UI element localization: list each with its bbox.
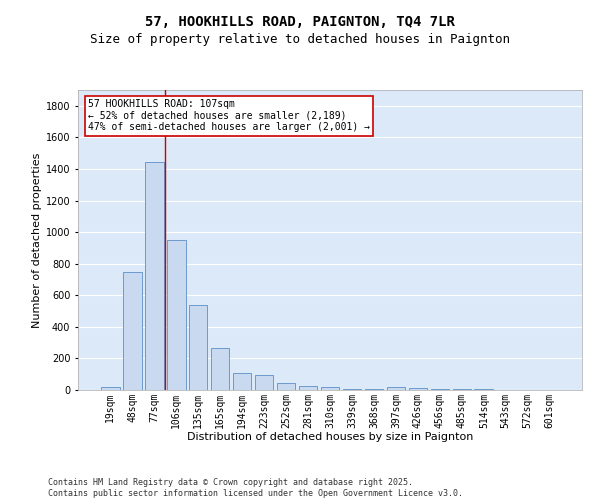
Bar — [365, 388, 383, 390]
Bar — [386, 387, 405, 390]
Bar — [189, 305, 208, 390]
Bar — [452, 388, 471, 390]
Bar — [101, 386, 119, 390]
Bar — [409, 388, 427, 390]
Bar — [211, 348, 229, 390]
Bar — [475, 389, 493, 390]
Bar — [233, 373, 251, 390]
Bar — [343, 388, 361, 390]
Bar — [320, 387, 340, 390]
Y-axis label: Number of detached properties: Number of detached properties — [32, 152, 41, 328]
Bar — [277, 384, 295, 390]
Bar — [431, 388, 449, 390]
Bar — [255, 375, 274, 390]
X-axis label: Distribution of detached houses by size in Paignton: Distribution of detached houses by size … — [187, 432, 473, 442]
Text: 57 HOOKHILLS ROAD: 107sqm
← 52% of detached houses are smaller (2,189)
47% of se: 57 HOOKHILLS ROAD: 107sqm ← 52% of detac… — [88, 99, 370, 132]
Bar — [123, 272, 142, 390]
Bar — [167, 240, 185, 390]
Text: Contains HM Land Registry data © Crown copyright and database right 2025.
Contai: Contains HM Land Registry data © Crown c… — [48, 478, 463, 498]
Text: 57, HOOKHILLS ROAD, PAIGNTON, TQ4 7LR: 57, HOOKHILLS ROAD, PAIGNTON, TQ4 7LR — [145, 15, 455, 29]
Bar — [145, 162, 164, 390]
Text: Size of property relative to detached houses in Paignton: Size of property relative to detached ho… — [90, 32, 510, 46]
Bar — [299, 386, 317, 390]
